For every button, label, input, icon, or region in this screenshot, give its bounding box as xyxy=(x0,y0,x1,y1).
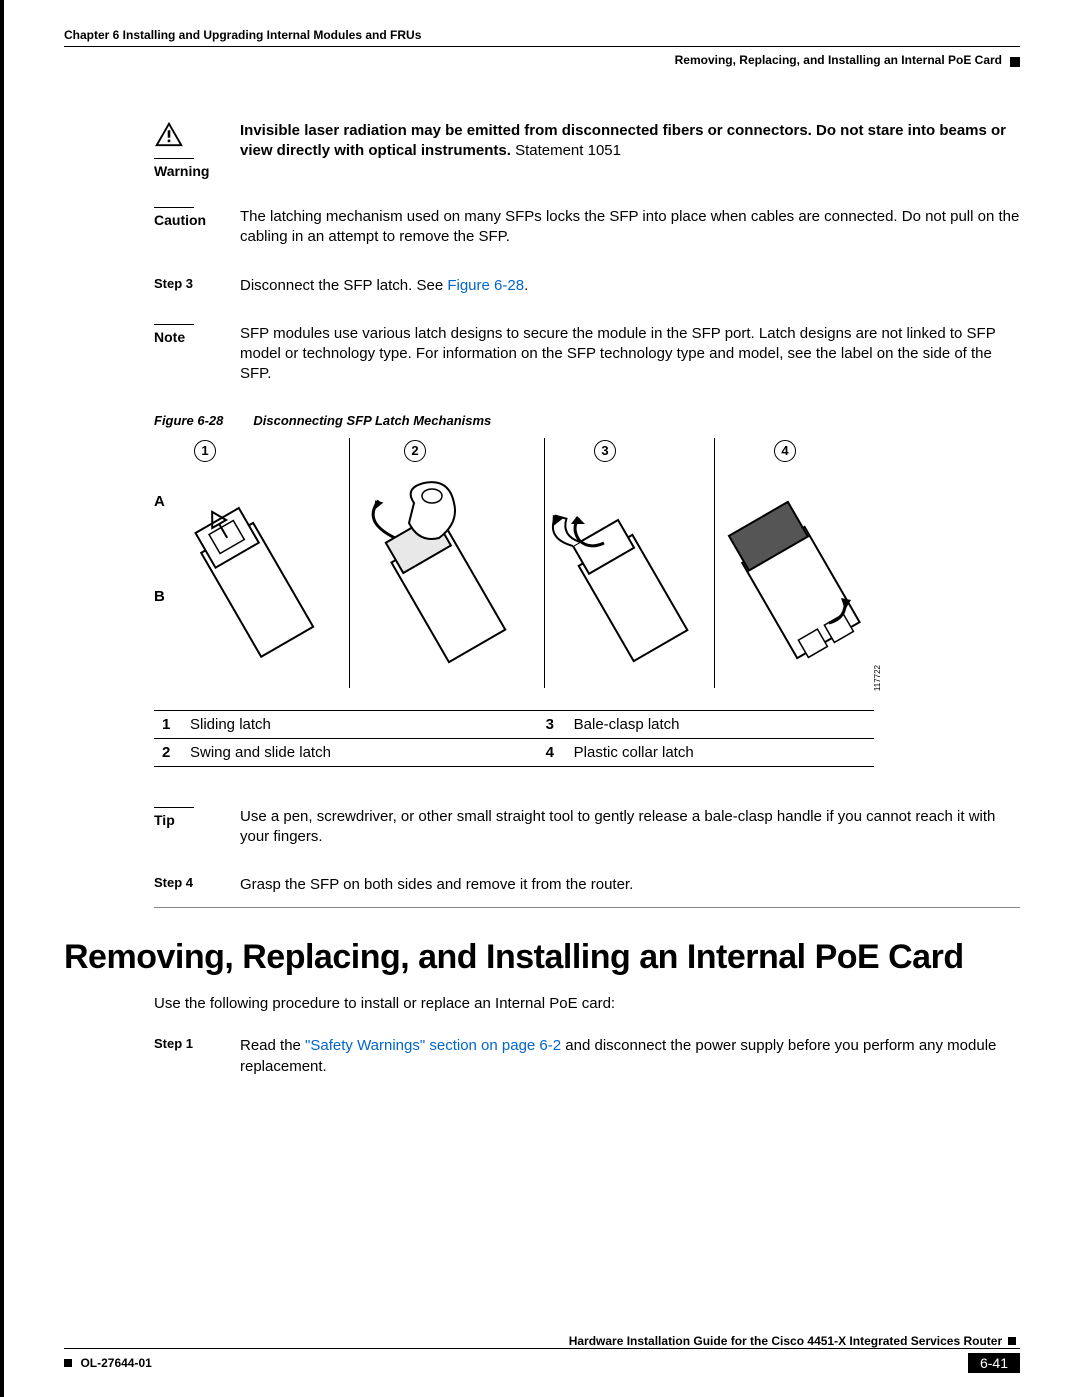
latch-2-label: Swing and slide latch xyxy=(182,738,538,766)
figure-label-a: A xyxy=(154,493,165,510)
step3-post: . xyxy=(524,277,528,294)
header-rule xyxy=(64,46,1020,47)
warning-label: Warning xyxy=(154,163,214,179)
caution-rule xyxy=(154,207,194,208)
tip-rule xyxy=(154,807,194,808)
step3-link[interactable]: Figure 6-28 xyxy=(447,277,524,294)
figure-caption: Figure 6-28 Disconnecting SFP Latch Mecha… xyxy=(154,413,1020,428)
latch-3-label: Bale-clasp latch xyxy=(566,710,874,738)
latch-4-label: Plastic collar latch xyxy=(566,738,874,766)
poe-step1-label: Step 1 xyxy=(154,1036,214,1051)
tip-block: Tip Use a pen, screwdriver, or other sma… xyxy=(154,807,1020,848)
warning-label-col: Warning xyxy=(154,121,214,179)
step3-pre: Disconnect the SFP latch. See xyxy=(240,277,447,294)
figure-circle-2: 2 xyxy=(404,440,426,462)
footer-square-icon-2 xyxy=(64,1359,72,1367)
latch-3-num: 3 xyxy=(538,710,566,738)
sfp-diagram-3 xyxy=(549,468,709,688)
step3-row: Step 3 Disconnect the SFP latch. See Fig… xyxy=(154,276,1020,296)
figure-title: Disconnecting SFP Latch Mechanisms xyxy=(253,413,491,428)
header-right: Removing, Replacing, and Installing an I… xyxy=(64,53,1020,71)
table-row: 1 Sliding latch 3 Bale-clasp latch xyxy=(154,710,874,738)
footer-doc-num: OL-27644-01 xyxy=(80,1356,151,1370)
figure-sep-3 xyxy=(714,438,715,688)
tip-label: Tip xyxy=(154,812,214,828)
note-block: Note SFP modules use various latch desig… xyxy=(154,324,1020,385)
step4-row: Step 4 Grasp the SFP on both sides and r… xyxy=(154,875,1020,895)
latch-table: 1 Sliding latch 3 Bale-clasp latch 2 Swi… xyxy=(154,710,874,767)
poe-step1-row: Step 1 Read the "Safety Warnings" sectio… xyxy=(154,1036,1020,1077)
running-header: Chapter 6 Installing and Upgrading Inter… xyxy=(64,28,1020,71)
latch-2-num: 2 xyxy=(154,738,182,766)
page-number: 6-41 xyxy=(968,1353,1020,1373)
figure-circle-4: 4 xyxy=(774,440,796,462)
note-body: SFP modules use various latch designs to… xyxy=(240,324,1020,385)
footer-doc-wrap: OL-27644-01 xyxy=(64,1354,152,1372)
figure-circle-1: 1 xyxy=(194,440,216,462)
section-intro: Use the following procedure to install o… xyxy=(154,995,1020,1012)
page: Chapter 6 Installing and Upgrading Inter… xyxy=(0,0,1080,1397)
warning-bold-text: Invisible laser radiation may be emitted… xyxy=(240,122,1006,159)
tip-body: Use a pen, screwdriver, or other small s… xyxy=(240,807,1020,848)
poe-step1-link[interactable]: "Safety Warnings" section on page 6-2 xyxy=(305,1037,561,1054)
footer-rule xyxy=(64,1348,1020,1349)
step3-label: Step 3 xyxy=(154,276,214,291)
latch-1-label: Sliding latch xyxy=(182,710,538,738)
table-row: 2 Swing and slide latch 4 Plastic collar… xyxy=(154,738,874,766)
footer-square-icon xyxy=(1008,1337,1016,1345)
caution-label-col: Caution xyxy=(154,207,214,228)
latch-4-num: 4 xyxy=(538,738,566,766)
note-label-col: Note xyxy=(154,324,214,345)
figure-id: 117722 xyxy=(873,665,882,691)
warning-stmt: Statement 1051 xyxy=(511,142,621,159)
figure-circle-3: 3 xyxy=(594,440,616,462)
note-label: Note xyxy=(154,329,214,345)
step4-body: Grasp the SFP on both sides and remove i… xyxy=(240,875,1020,895)
section-divider xyxy=(154,907,1020,908)
poe-step1-pre: Read the xyxy=(240,1037,305,1054)
page-footer: Hardware Installation Guide for the Cisc… xyxy=(64,1334,1020,1373)
step3-body: Disconnect the SFP latch. See Figure 6-2… xyxy=(240,276,1020,296)
figure-sep-1 xyxy=(349,438,350,688)
figure-num: Figure 6-28 xyxy=(154,413,223,428)
footer-guide-title: Hardware Installation Guide for the Cisc… xyxy=(64,1334,1002,1348)
section-heading: Removing, Replacing, and Installing an I… xyxy=(64,938,1020,977)
step4-label: Step 4 xyxy=(154,875,214,890)
footer-bottom: OL-27644-01 6-41 xyxy=(64,1353,1020,1373)
note-rule xyxy=(154,324,194,325)
caution-body: The latching mechanism used on many SFPs… xyxy=(240,207,1020,248)
figure-628: 1 2 3 4 A B xyxy=(154,438,874,698)
content-area: Warning Invisible laser radiation may be… xyxy=(154,121,1020,1077)
footer-title-row: Hardware Installation Guide for the Cisc… xyxy=(64,1334,1020,1348)
warning-icon xyxy=(154,121,214,152)
poe-step1-body: Read the "Safety Warnings" section on pa… xyxy=(240,1036,1020,1077)
figure-label-b: B xyxy=(154,588,165,605)
caution-label: Caution xyxy=(154,212,214,228)
warning-block: Warning Invisible laser radiation may be… xyxy=(154,121,1020,179)
warning-body: Invisible laser radiation may be emitted… xyxy=(240,121,1020,162)
section-header: Removing, Replacing, and Installing an I… xyxy=(675,53,1002,67)
sfp-diagram-2 xyxy=(354,468,539,688)
sfp-diagram-4 xyxy=(719,478,874,678)
warning-rule xyxy=(154,158,194,159)
sfp-diagram-1 xyxy=(174,468,344,688)
caution-block: Caution The latching mechanism used on m… xyxy=(154,207,1020,248)
chapter-header: Chapter 6 Installing and Upgrading Inter… xyxy=(64,28,1020,42)
tip-label-col: Tip xyxy=(154,807,214,828)
latch-1-num: 1 xyxy=(154,710,182,738)
header-square-icon xyxy=(1010,57,1020,67)
figure-sep-2 xyxy=(544,438,545,688)
